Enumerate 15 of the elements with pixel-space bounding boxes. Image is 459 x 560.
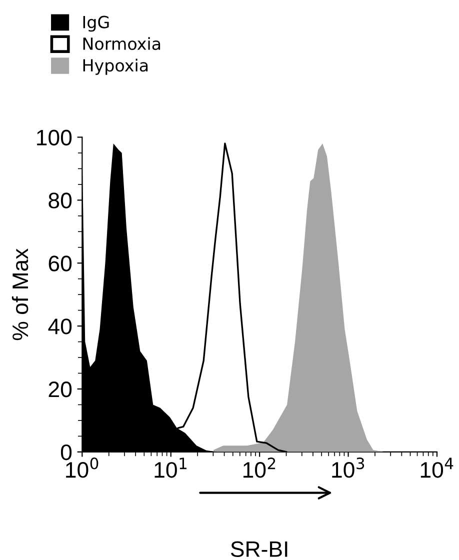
- y-tick-label: 100: [37, 130, 72, 146]
- x-tick-label: 10$^{4}$: [420, 458, 454, 478]
- legend-label: IgG: [83, 16, 109, 32]
- y-axis-title: % of Max: [12, 248, 28, 340]
- legend-label: Hypoxia: [83, 58, 148, 75]
- y-tick-label: 60: [48, 256, 72, 272]
- y-tick-label: 80: [48, 192, 72, 208]
- y-tick-label: 0: [60, 444, 72, 460]
- x-tick-label: 10$^{3}$: [332, 458, 364, 478]
- y-tick-label: 20: [48, 382, 72, 398]
- x-axis-title: SR-BI: [230, 541, 288, 558]
- x-tick-label: 10$^{2}$: [243, 458, 276, 478]
- y-tick-label: 40: [48, 318, 72, 334]
- legend-label: Normoxia: [83, 37, 160, 50]
- x-tick-label: 10$^{1}$: [154, 458, 186, 478]
